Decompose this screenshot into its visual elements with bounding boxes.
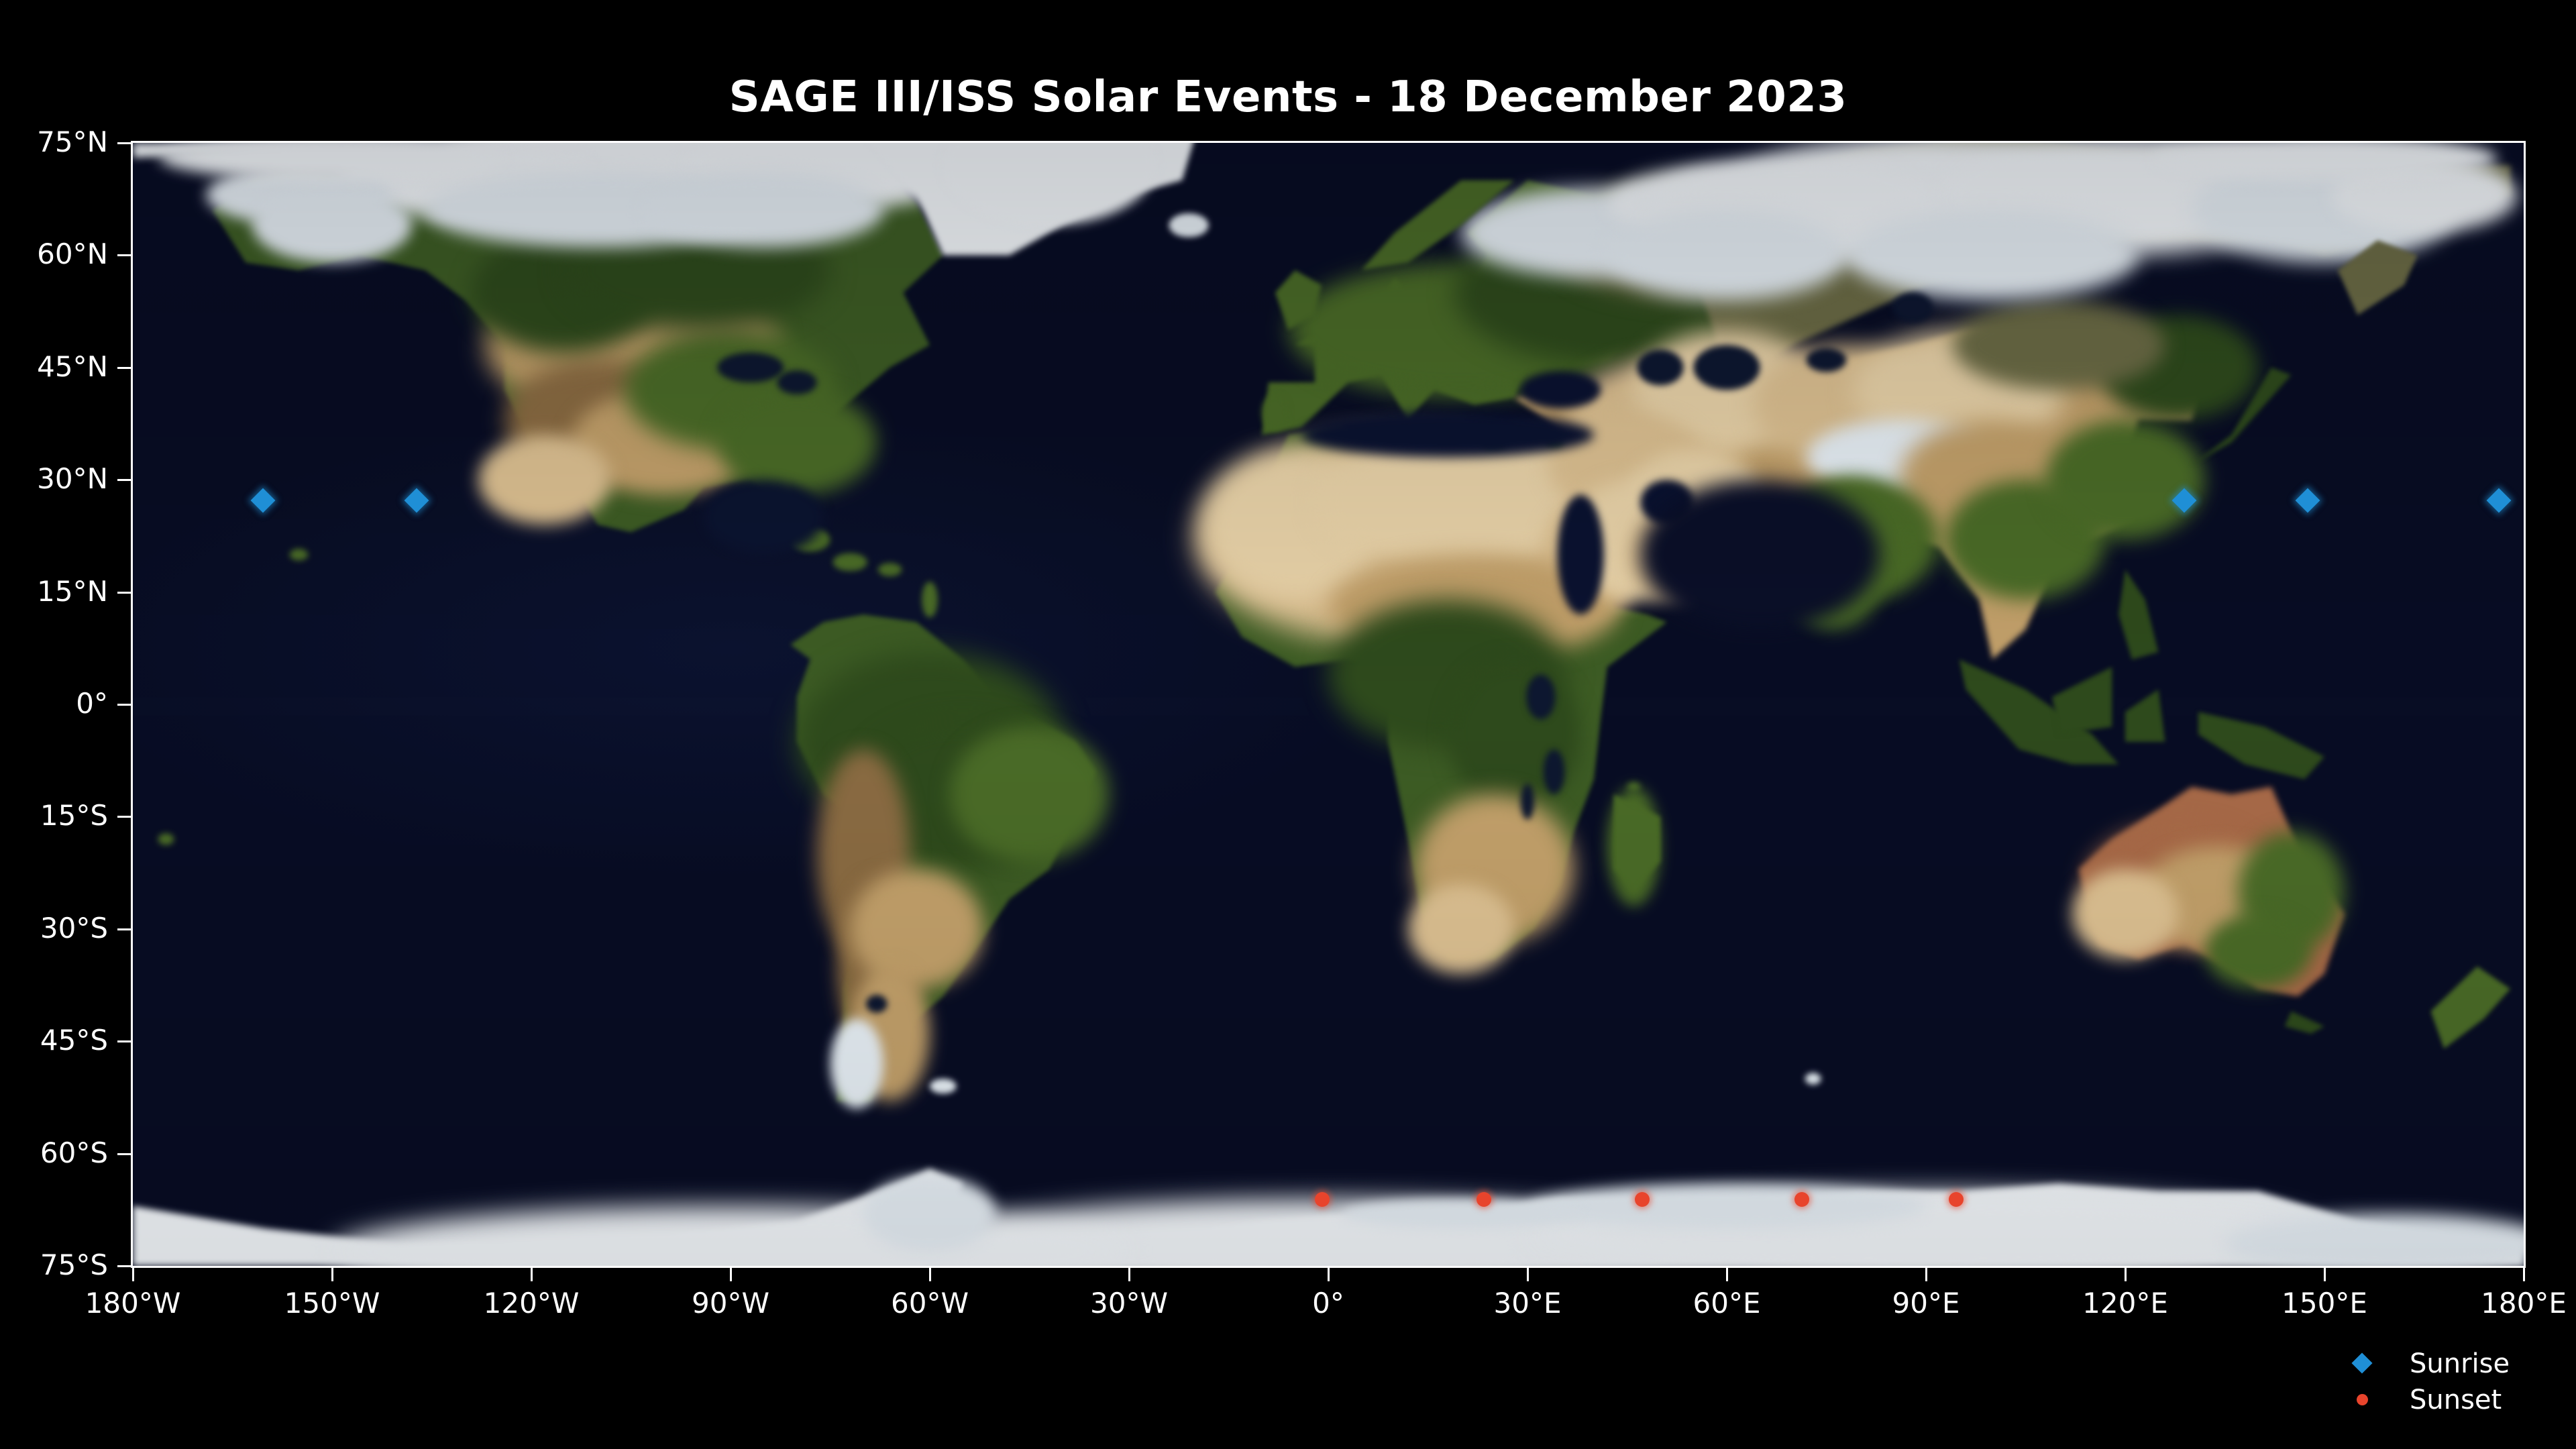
y-axis-label-8: 45°S bbox=[40, 1024, 108, 1057]
sunset-marker-0[interactable] bbox=[1315, 1191, 1330, 1207]
y-axis-label-0: 75°N bbox=[37, 125, 108, 158]
legend: Sunrise Sunset bbox=[2351, 1345, 2556, 1417]
x-axis-tick bbox=[730, 1268, 732, 1281]
x-axis-label-10: 120°E bbox=[2082, 1287, 2168, 1320]
x-axis-label-11: 150°E bbox=[2282, 1287, 2367, 1320]
x-axis-tick bbox=[1128, 1268, 1130, 1281]
y-axis-tick bbox=[117, 704, 131, 706]
y-axis-tick bbox=[117, 254, 131, 257]
x-axis-tick bbox=[1328, 1268, 1330, 1281]
y-axis-tick bbox=[117, 1152, 131, 1155]
sunset-marker-1[interactable] bbox=[1476, 1191, 1491, 1207]
sunset-marker-4[interactable] bbox=[1948, 1191, 1964, 1207]
x-axis-label-1: 150°W bbox=[284, 1287, 380, 1320]
y-axis-tick bbox=[117, 816, 131, 818]
legend-item-sunrise[interactable]: Sunrise bbox=[2351, 1345, 2556, 1381]
y-axis-label-7: 30°S bbox=[40, 911, 108, 945]
x-axis-tick bbox=[2324, 1268, 2326, 1281]
legend-label: Sunset bbox=[2410, 1385, 2502, 1415]
y-axis-tick bbox=[117, 142, 131, 144]
legend-label: Sunrise bbox=[2410, 1348, 2510, 1379]
page-title: SAGE III/ISS Solar Events - 18 December … bbox=[729, 72, 1847, 122]
y-axis-label-3: 30°N bbox=[37, 462, 108, 496]
x-axis-tick bbox=[1527, 1268, 1529, 1281]
x-axis-tick bbox=[331, 1268, 333, 1281]
y-axis-tick bbox=[117, 366, 131, 369]
x-axis-label-9: 90°E bbox=[1892, 1287, 1960, 1320]
x-axis-label-6: 0° bbox=[1312, 1287, 1344, 1320]
y-axis-tick bbox=[117, 1040, 131, 1043]
x-axis-tick bbox=[929, 1268, 931, 1281]
legend-marker bbox=[2351, 1352, 2373, 1374]
x-axis-label-5: 30°W bbox=[1090, 1287, 1168, 1320]
y-axis-tick bbox=[117, 479, 131, 482]
x-axis-label-3: 90°W bbox=[692, 1287, 769, 1320]
x-axis-tick bbox=[132, 1268, 134, 1281]
sunset-marker-3[interactable] bbox=[1794, 1191, 1809, 1207]
x-axis-label-2: 120°W bbox=[483, 1287, 580, 1320]
x-axis-label-7: 30°E bbox=[1493, 1287, 1562, 1320]
x-axis-tick bbox=[531, 1268, 533, 1281]
y-axis-tick bbox=[117, 928, 131, 930]
sunset-swatch-icon bbox=[2357, 1394, 2368, 1405]
y-axis-label-9: 60°S bbox=[40, 1136, 108, 1169]
x-axis-tick bbox=[2523, 1268, 2525, 1281]
y-axis-label-6: 15°S bbox=[40, 799, 108, 833]
map-plot-area bbox=[131, 141, 2526, 1268]
y-axis-tick bbox=[117, 591, 131, 594]
basemap-image bbox=[133, 143, 2524, 1266]
y-axis-label-4: 15°N bbox=[37, 574, 108, 608]
x-axis-label-12: 180°E bbox=[2481, 1287, 2567, 1320]
y-axis-tick bbox=[117, 1265, 131, 1267]
legend-marker bbox=[2355, 1392, 2368, 1405]
sunset-marker-2[interactable] bbox=[1635, 1191, 1650, 1207]
y-axis-label-1: 60°N bbox=[37, 237, 108, 271]
legend-item-sunset[interactable]: Sunset bbox=[2355, 1381, 2556, 1417]
y-axis-label-2: 45°N bbox=[37, 350, 108, 383]
x-axis-label-4: 60°W bbox=[891, 1287, 969, 1320]
sunrise-swatch-icon bbox=[2351, 1352, 2373, 1374]
world-basemap-canvas bbox=[133, 143, 2524, 1266]
x-axis-tick bbox=[1726, 1268, 1728, 1281]
y-axis-label-5: 0° bbox=[76, 687, 108, 720]
y-axis-label-10: 75°S bbox=[40, 1248, 108, 1281]
x-axis-label-0: 180°W bbox=[85, 1287, 181, 1320]
x-axis-tick bbox=[1925, 1268, 1927, 1281]
x-axis-label-8: 60°E bbox=[1693, 1287, 1761, 1320]
x-axis-tick bbox=[2125, 1268, 2127, 1281]
